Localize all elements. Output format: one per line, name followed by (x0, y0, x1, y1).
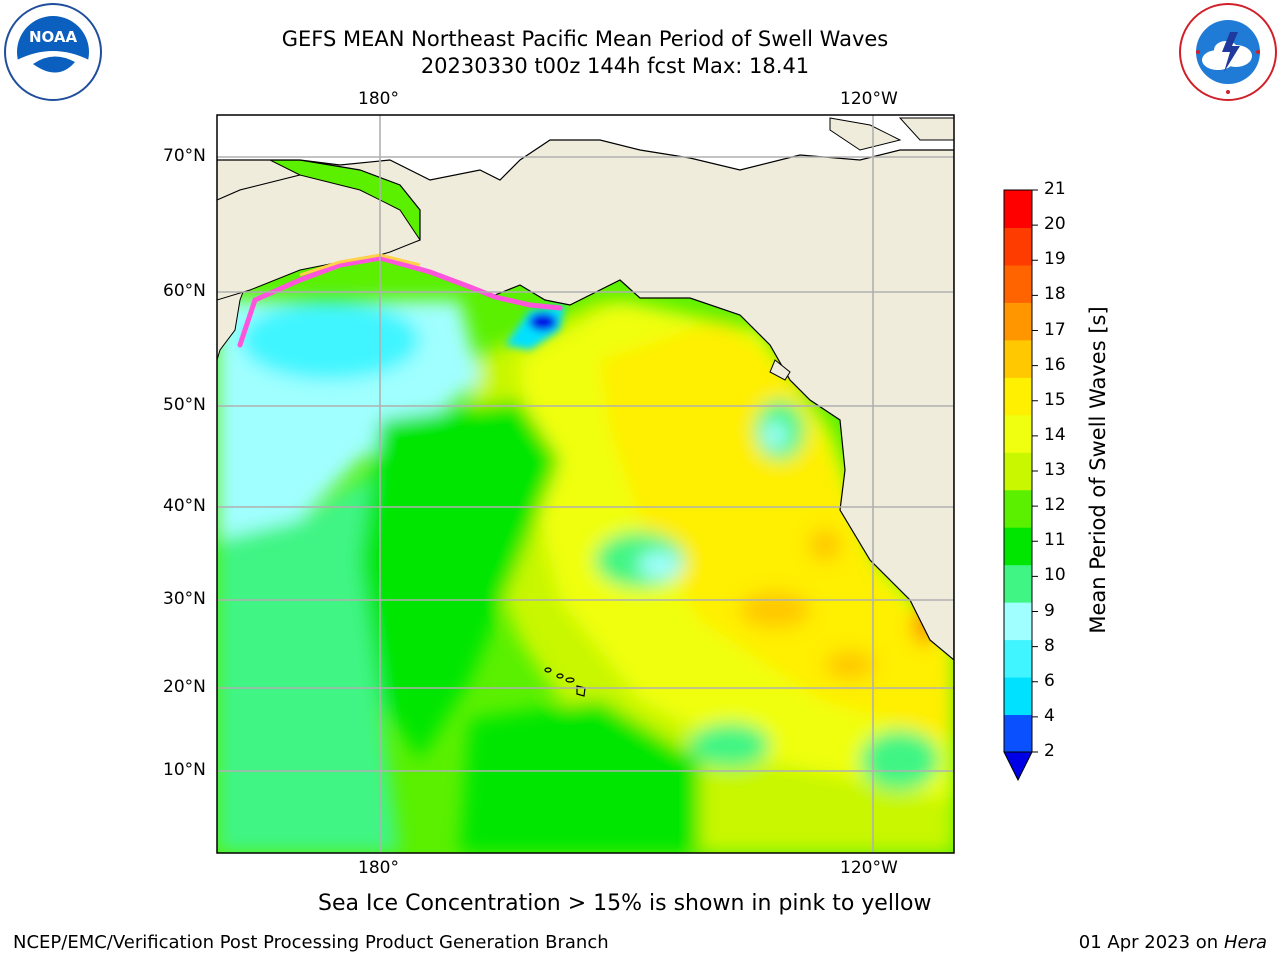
colorbar-tick-label: 2 (1044, 741, 1055, 761)
colorbar-segment (1004, 227, 1032, 266)
colorbar-tick-label: 4 (1044, 705, 1055, 726)
sea-ice-yellow (299, 253, 421, 277)
run-date: 01 Apr 2023 on (1078, 932, 1224, 953)
lon-label-bottom-180: 180° (358, 858, 399, 878)
colorbar-tick-label: 17 (1044, 319, 1066, 340)
nws-logo (1179, 3, 1277, 101)
colorbar-segment (1004, 339, 1032, 378)
colorbar-tick-label: 9 (1044, 600, 1055, 621)
noaa-logo: NOAA (4, 3, 102, 101)
map-area (217, 115, 954, 853)
sea-ice-note: Sea Ice Concentration > 15% is shown in … (318, 891, 932, 916)
colorbar-segment (1004, 602, 1032, 641)
lat-label-50n: 50°N (163, 395, 206, 415)
colorbar-tick-label: 11 (1044, 530, 1066, 551)
colorbar-tick-label: 16 (1044, 354, 1066, 375)
lat-label-20n: 20°N (163, 677, 206, 697)
colorbar-tick-label: 21 (1044, 179, 1066, 199)
lat-label-40n: 40°N (163, 496, 206, 516)
lat-label-70n: 70°N (163, 146, 206, 166)
colorbar-tick-label: 18 (1044, 284, 1066, 305)
colorbar-extend-arrow (1003, 751, 1033, 782)
colorbar-tick-label: 6 (1044, 670, 1055, 691)
graticule (217, 115, 954, 853)
colorbar-tick-label: 19 (1044, 249, 1066, 270)
colorbar (1003, 189, 1038, 782)
lon-label-top-120w: 120°W (840, 89, 898, 109)
colorbar-segment (1004, 377, 1032, 416)
machine-name: Hera (1223, 932, 1267, 953)
gulf-low-period (505, 305, 565, 350)
colorbar-segment (1004, 564, 1032, 603)
lon-label-top-180: 180° (358, 89, 399, 109)
colorbar-tick-label: 15 (1044, 389, 1066, 410)
colorbar-label: Mean Period of Swell Waves [s] (1086, 306, 1110, 634)
swell-period-field (217, 300, 954, 853)
colorbar-segment (1004, 639, 1032, 678)
colorbar-segment (1004, 527, 1032, 566)
noaa-logo-text: NOAA (29, 28, 78, 46)
colorbar-segment (1004, 414, 1032, 453)
colorbar-tick-label: 13 (1044, 460, 1066, 480)
colorbar-segment (1004, 452, 1032, 491)
colorbar-segment (1004, 302, 1032, 341)
lat-label-10n: 10°N (163, 760, 206, 780)
colorbar-segment (1004, 489, 1032, 528)
lat-label-30n: 30°N (163, 589, 206, 609)
colorbar-tick-label: 20 (1044, 214, 1066, 235)
lat-label-60n: 60°N (163, 281, 206, 301)
lon-label-bottom-120w: 120°W (840, 858, 898, 878)
colorbar-tick-label: 12 (1044, 495, 1066, 516)
colorbar-segment (1004, 714, 1032, 753)
colorbar-segment (1004, 264, 1032, 303)
colorbar-tick-label: 8 (1044, 635, 1055, 656)
credit-line: NCEP/EMC/Verification Post Processing Pr… (13, 932, 609, 953)
colorbar-segment (1004, 190, 1032, 228)
colorbar-segment (1004, 677, 1032, 716)
chart-subtitle: 20230330 t00z 144h fcst Max: 18.41 (420, 54, 810, 78)
sea-ice-edge (237, 255, 563, 348)
colorbar-tick-label: 10 (1044, 565, 1066, 586)
map-frame (216, 114, 955, 854)
colorbar-tick-label: 14 (1044, 424, 1066, 445)
arctic-sea (217, 115, 954, 180)
chart-title: GEFS MEAN Northeast Pacific Mean Period … (281, 27, 889, 51)
date-line: 01 Apr 2023 on Hera (1079, 932, 1267, 953)
